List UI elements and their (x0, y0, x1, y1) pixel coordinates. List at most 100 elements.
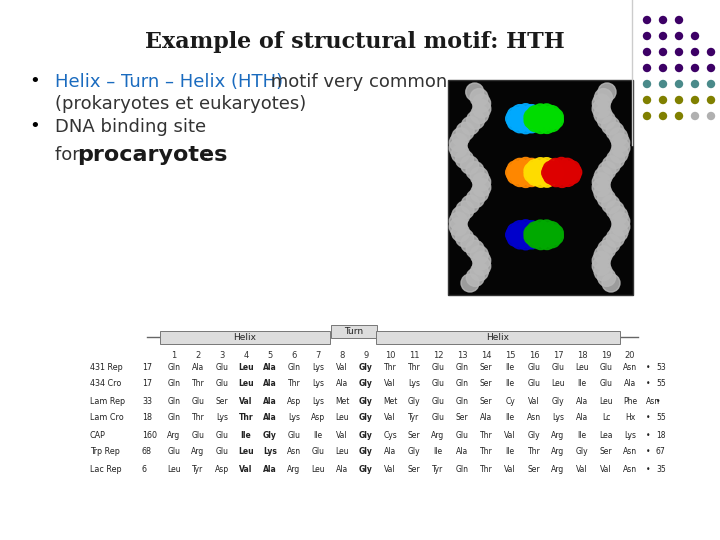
Circle shape (598, 268, 616, 286)
Text: Lys: Lys (312, 362, 324, 372)
Text: Ser: Ser (528, 464, 540, 474)
Text: Arg: Arg (192, 448, 204, 456)
Circle shape (508, 114, 523, 130)
Text: 6: 6 (292, 350, 297, 360)
Text: Thr: Thr (480, 464, 492, 474)
Text: Lys: Lys (312, 380, 324, 388)
Circle shape (470, 263, 488, 281)
Text: Turn: Turn (344, 327, 364, 335)
Circle shape (530, 165, 546, 180)
Text: Leu: Leu (238, 362, 254, 372)
Circle shape (592, 100, 610, 118)
Circle shape (547, 112, 563, 129)
Circle shape (532, 220, 549, 236)
Text: Ala: Ala (192, 362, 204, 372)
Circle shape (527, 170, 544, 185)
Circle shape (527, 232, 544, 248)
Text: •: • (30, 118, 40, 136)
Circle shape (456, 123, 474, 140)
Circle shape (660, 49, 667, 56)
Circle shape (524, 113, 540, 129)
Circle shape (602, 117, 620, 134)
Text: Ile: Ile (505, 448, 515, 456)
Circle shape (528, 224, 544, 239)
Circle shape (523, 233, 540, 249)
Text: 68: 68 (142, 448, 152, 456)
Circle shape (539, 233, 555, 249)
Text: Gly: Gly (359, 464, 373, 474)
Circle shape (675, 97, 683, 104)
Text: DNA binding site: DNA binding site (55, 118, 206, 136)
Text: 17: 17 (553, 350, 563, 360)
Text: Glu: Glu (215, 448, 228, 456)
Text: Asn: Asn (527, 414, 541, 422)
Text: Leu: Leu (238, 448, 254, 456)
Circle shape (518, 104, 534, 120)
Circle shape (691, 112, 698, 119)
Text: Thr: Thr (480, 448, 492, 456)
Text: Ser: Ser (480, 362, 492, 372)
Text: Asn: Asn (646, 396, 660, 406)
Text: Ala: Ala (480, 414, 492, 422)
Circle shape (644, 64, 650, 71)
Text: 9: 9 (364, 350, 369, 360)
Text: Asn: Asn (623, 448, 637, 456)
Text: Ile: Ile (505, 414, 515, 422)
Circle shape (593, 257, 611, 275)
Circle shape (473, 179, 491, 197)
Text: 160: 160 (142, 430, 157, 440)
Text: Gly: Gly (359, 430, 373, 440)
Text: Arg: Arg (431, 430, 445, 440)
Text: Val: Val (384, 414, 396, 422)
Text: Example of structural motif: HTH: Example of structural motif: HTH (145, 31, 565, 53)
Text: Leu: Leu (311, 464, 325, 474)
Circle shape (610, 207, 628, 225)
Circle shape (564, 168, 580, 184)
Text: Ile: Ile (505, 380, 515, 388)
Text: 17: 17 (142, 380, 152, 388)
Circle shape (610, 145, 628, 163)
Text: Lys: Lys (263, 448, 277, 456)
Text: Leu: Leu (575, 362, 589, 372)
Circle shape (530, 111, 546, 127)
Circle shape (456, 201, 474, 219)
Circle shape (518, 118, 534, 134)
Text: Glu: Glu (168, 448, 181, 456)
Text: 4: 4 (243, 350, 248, 360)
Circle shape (708, 49, 714, 56)
Circle shape (467, 190, 485, 208)
Circle shape (644, 17, 650, 24)
Circle shape (527, 160, 543, 176)
Text: 19: 19 (600, 350, 611, 360)
Circle shape (547, 225, 563, 241)
Circle shape (606, 151, 624, 168)
Text: Ala: Ala (576, 396, 588, 406)
Circle shape (539, 220, 554, 236)
Text: •: • (646, 380, 650, 388)
Circle shape (593, 173, 611, 191)
Text: Ser: Ser (408, 464, 420, 474)
Circle shape (467, 268, 485, 286)
Circle shape (539, 158, 554, 174)
Text: Ala: Ala (263, 464, 277, 474)
Text: Ala: Ala (336, 464, 348, 474)
Circle shape (523, 171, 540, 186)
Circle shape (598, 190, 616, 208)
Text: Gln: Gln (168, 362, 181, 372)
Circle shape (598, 240, 616, 258)
Text: Glu: Glu (528, 380, 541, 388)
Bar (448, 80, 633, 295)
Circle shape (691, 32, 698, 39)
Circle shape (593, 252, 611, 269)
Circle shape (708, 112, 714, 119)
Circle shape (660, 64, 667, 71)
Circle shape (466, 83, 484, 101)
Text: Asp: Asp (287, 396, 301, 406)
Text: Glu: Glu (215, 362, 228, 372)
Circle shape (508, 107, 523, 123)
Circle shape (598, 111, 616, 129)
Circle shape (644, 80, 650, 87)
Text: 33: 33 (142, 396, 152, 406)
Circle shape (508, 224, 523, 239)
Text: 18: 18 (656, 430, 665, 440)
